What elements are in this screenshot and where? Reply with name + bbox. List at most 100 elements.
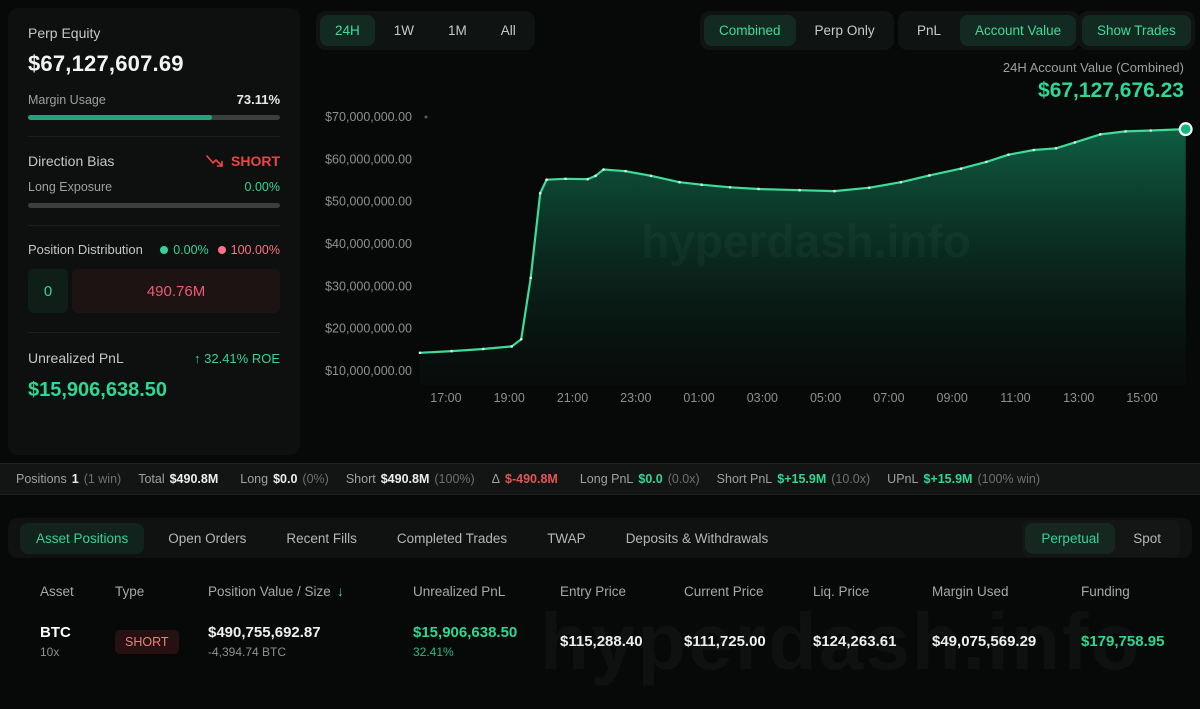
positions-summary-bar: Positions 1 (1 win) Total $490.8M Long $0.0(… [0, 463, 1200, 495]
toggle-perpetual[interactable]: Perpetual [1025, 522, 1116, 554]
summary-upnl: UPnL $+15.9M (100% win) [887, 472, 1040, 486]
chart-title: 24H Account Value (Combined) [1002, 60, 1184, 75]
leverage-label: 10x [40, 645, 60, 659]
show-trades-button[interactable]: Show Trades [1082, 15, 1191, 46]
mode-group: Combined Perp Only [700, 11, 894, 50]
tab-open-orders[interactable]: Open Orders [152, 523, 262, 554]
header-asset[interactable]: Asset [40, 583, 74, 599]
summary-total: Total $490.8M [138, 472, 219, 486]
unrealized-pnl-label: Unrealized PnL [28, 350, 124, 366]
long-exposure-label: Long Exposure [28, 180, 113, 194]
cell-type: SHORT [115, 629, 208, 654]
header-liq-price[interactable]: Liq. Price [813, 583, 870, 599]
svg-text:21:00: 21:00 [557, 391, 588, 405]
svg-text:$60,000,000.00: $60,000,000.00 [325, 152, 412, 166]
mode-combined-button[interactable]: Combined [704, 15, 796, 46]
tab-deposits-withdrawals[interactable]: Deposits & Withdrawals [610, 523, 785, 554]
header-type[interactable]: Type [115, 583, 145, 599]
roe-value: ↑ 32.41% ROE [194, 350, 280, 366]
header-unrealized-pnl[interactable]: Unrealized PnL [413, 583, 506, 599]
range-tab-24h[interactable]: 24H [320, 15, 375, 46]
mode-perp-only-button[interactable]: Perp Only [800, 15, 890, 46]
header-entry-price[interactable]: Entry Price [560, 583, 627, 599]
summary-short-pnl: Short PnL $+15.9M (10.0x) [716, 472, 871, 486]
tab-completed-trades[interactable]: Completed Trades [381, 523, 523, 554]
cell-funding: $179,758.95 [1081, 633, 1165, 650]
long-exposure-value: 0.00% [244, 180, 280, 194]
summary-long: Long $0.0 (0%) [240, 472, 329, 486]
svg-text:$70,000,000.00: $70,000,000.00 [325, 110, 412, 124]
svg-text:07:00: 07:00 [873, 391, 904, 405]
show-trades-group: Show Trades [1078, 11, 1195, 50]
perp-equity-value: $67,127,607.69 [28, 51, 184, 76]
distribution-long-pct: 0.00% [160, 243, 209, 257]
header-position-value[interactable]: Position Value / Size ↓ [208, 583, 344, 599]
view-account-value-button[interactable]: Account Value [960, 15, 1077, 46]
margin-usage-label: Margin Usage [28, 92, 106, 107]
cell-asset: BTC 10x [40, 624, 115, 659]
arrow-up-icon: ↑ [194, 350, 201, 366]
short-badge: SHORT [115, 629, 179, 654]
summary-long-pnl: Long PnL $0.0 (0.0x) [579, 472, 700, 486]
svg-text:13:00: 13:00 [1063, 391, 1094, 405]
time-range-group: 24H 1W 1M All [316, 11, 535, 50]
positions-table: Asset Type Position Value / Size ↓ Unreal… [0, 568, 1200, 659]
market-type-toggle: Perpetual Spot [1022, 519, 1180, 557]
summary-positions: Positions 1 (1 win) [16, 472, 122, 486]
svg-text:15:00: 15:00 [1126, 391, 1157, 405]
svg-text:11:00: 11:00 [1000, 391, 1030, 405]
margin-usage-fill [28, 115, 213, 120]
toggle-spot[interactable]: Spot [1117, 523, 1177, 554]
svg-text:$10,000,000.00: $10,000,000.00 [325, 364, 412, 378]
margin-usage-value: 73.11% [236, 92, 280, 107]
table-header-row: Asset Type Position Value / Size ↓ Unreal… [0, 568, 1200, 614]
long-dot-icon [160, 246, 169, 255]
view-group: PnL Account Value [898, 11, 1081, 50]
header-funding[interactable]: Funding [1081, 583, 1130, 599]
distribution-short-amount: 490.76M [72, 269, 280, 313]
short-dot-icon [217, 246, 226, 255]
header-margin-used[interactable]: Margin Used [932, 583, 1009, 599]
cell-entry-price: $115,288.40 [560, 633, 643, 650]
svg-text:03:00: 03:00 [747, 391, 778, 405]
chart-header: 24H Account Value (Combined) $67,127,676… [1003, 60, 1184, 103]
svg-text:$40,000,000.00: $40,000,000.00 [325, 237, 412, 251]
chart-current-value: $67,127,676.23 [1038, 79, 1184, 102]
table-row-btc[interactable]: BTC 10x SHORT $490,755,692.87 -4,394.74 … [0, 624, 1200, 659]
svg-text:05:00: 05:00 [810, 391, 841, 405]
unrealized-pnl-value: $15,906,638.50 [28, 379, 168, 401]
svg-text:$20,000,000.00: $20,000,000.00 [325, 322, 412, 336]
perp-equity-label: Perp Equity [28, 25, 101, 41]
section-tabs: Asset Positions Open Orders Recent Fills… [8, 518, 1192, 558]
summary-short: Short $490.8M (100%) [345, 472, 475, 486]
tab-recent-fills[interactable]: Recent Fills [270, 523, 373, 554]
summary-delta: Δ $-490.8M [491, 472, 558, 486]
svg-text:$50,000,000.00: $50,000,000.00 [325, 195, 412, 209]
account-value-chart[interactable]: hyperdash.info$70,000,000.00$60,000,000.… [320, 105, 1200, 410]
range-tab-1m[interactable]: 1M [433, 15, 482, 46]
distribution-long-amount: 0 [28, 269, 68, 313]
tab-asset-positions[interactable]: Asset Positions [20, 522, 145, 554]
view-pnl-button[interactable]: PnL [902, 15, 956, 46]
svg-text:$30,000,000.00: $30,000,000.00 [325, 279, 412, 293]
trending-down-icon [206, 154, 224, 168]
cell-margin-used: $49,075,569.29 [932, 633, 1037, 650]
svg-text:01:00: 01:00 [683, 391, 714, 405]
sort-desc-icon: ↓ [336, 583, 344, 599]
svg-text:23:00: 23:00 [620, 391, 651, 405]
range-tab-all[interactable]: All [486, 15, 531, 46]
direction-bias-label: Direction Bias [28, 153, 115, 169]
tab-twap[interactable]: TWAP [531, 523, 602, 554]
cell-unrealized-pnl: $15,906,638.50 32.41% [413, 624, 518, 659]
long-exposure-bar [28, 203, 280, 208]
range-tab-1w[interactable]: 1W [379, 15, 429, 46]
account-stats-panel: Perp Equity $67,127,607.69 Margin Usage … [8, 8, 300, 455]
position-distribution-bar: 0 490.76M [28, 269, 280, 313]
margin-usage-bar [28, 115, 280, 120]
svg-text:09:00: 09:00 [937, 391, 968, 405]
header-current-price[interactable]: Current Price [684, 583, 764, 599]
svg-text:17:00: 17:00 [430, 391, 461, 405]
position-distribution-label: Position Distribution [28, 242, 143, 257]
direction-bias-value: SHORT [231, 153, 280, 169]
